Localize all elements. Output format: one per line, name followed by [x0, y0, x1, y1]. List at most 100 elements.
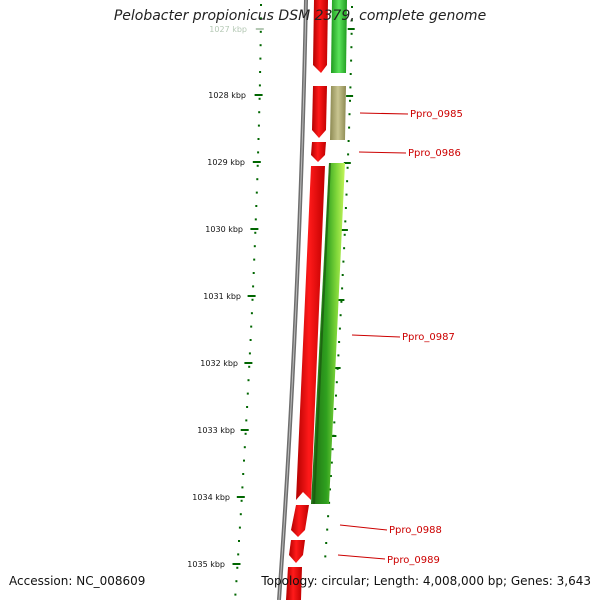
feature-track-major-tick	[346, 95, 354, 97]
ruler-major-tick	[252, 161, 261, 163]
feature-track-major-tick	[333, 367, 341, 369]
genome-summary-text: Topology: circular; Length: 4,008,000 bp…	[261, 574, 591, 588]
gene-arrow[interactable]	[296, 166, 325, 500]
cds-track	[286, 0, 328, 600]
feature-track-tick	[349, 73, 352, 75]
ruler-label: 1031 kbp	[203, 292, 241, 301]
ruler-label: 1027 kbp	[209, 25, 247, 34]
gene-labels: Ppro_0985 Ppro_0986 Ppro_0987 Ppro_0988 …	[387, 109, 463, 566]
feature-track-tick	[337, 354, 340, 357]
ruler-minor-tick	[259, 57, 262, 60]
feature-track-tick	[338, 327, 341, 330]
ruler-minor-ticks	[234, 4, 262, 596]
leader-line	[351, 334, 401, 338]
gene-arrow[interactable]	[312, 86, 327, 138]
ruler-minor-tick	[255, 191, 258, 194]
ruler-minor-tick	[254, 231, 257, 234]
feature-track-tick	[348, 126, 351, 129]
feature-track-tick	[348, 113, 351, 116]
feature-block[interactable]	[311, 163, 345, 504]
gene-arrow[interactable]	[291, 505, 309, 537]
feature-track-major-tick	[340, 229, 348, 231]
feature-track-major-tick	[329, 435, 337, 437]
feature-track-tick	[349, 86, 352, 89]
gene-arrow[interactable]	[289, 540, 305, 563]
ruler-minor-tick	[259, 44, 262, 47]
feature-track-tick	[346, 180, 349, 183]
leader-line	[359, 112, 409, 115]
ruler-minor-tick	[257, 124, 260, 127]
ruler-minor-tick	[248, 352, 251, 355]
feature-track-tick	[325, 542, 328, 544]
gene-label[interactable]: Ppro_0988	[389, 525, 442, 536]
gene-label[interactable]: Ppro_0985	[410, 109, 463, 120]
feature-track-tick	[350, 46, 353, 49]
ruler-minor-tick	[245, 419, 248, 422]
ruler-minor-tick	[238, 526, 241, 529]
feature-block[interactable]	[330, 86, 346, 140]
ruler-minor-tick	[242, 473, 245, 475]
ruler-label: 1030 kbp	[205, 225, 243, 234]
feature-track	[311, 0, 347, 504]
ruler-minor-tick	[243, 459, 245, 462]
leader-line	[339, 524, 388, 531]
ruler-label: 1032 kbp	[200, 359, 238, 368]
ruler-label: 1034 kbp	[192, 493, 230, 502]
ruler-major-tick	[250, 228, 259, 230]
gene-arrow[interactable]	[311, 142, 326, 162]
ruler-minor-tick	[257, 138, 260, 140]
ruler-labels: 1027 kbp 1028 kbp 1029 kbp 1030 kbp 1031…	[187, 25, 247, 569]
leader-line	[337, 554, 386, 560]
ruler-major-tick	[247, 295, 256, 297]
ruler-minor-tick	[258, 84, 261, 87]
ruler-label: 1035 kbp	[187, 560, 225, 569]
gene-label[interactable]: Ppro_0989	[387, 555, 440, 566]
ruler-minor-tick	[243, 446, 246, 449]
ruler-minor-tick	[258, 111, 261, 114]
feature-track-tick	[343, 247, 346, 250]
ruler-minor-tick	[256, 164, 259, 167]
ruler-minor-tick	[259, 30, 262, 33]
gene-arrow[interactable]	[286, 567, 302, 600]
feature-track-tick	[334, 408, 337, 410]
gene-label[interactable]: Ppro_0987	[402, 332, 455, 343]
ruler-major-tick	[240, 429, 249, 431]
ruler-minor-tick	[255, 205, 258, 207]
ruler-label: 1029 kbp	[207, 158, 245, 167]
feature-track-tick	[329, 488, 331, 491]
ruler-minor-tick	[250, 312, 253, 315]
gene-label[interactable]: Ppro_0986	[408, 148, 461, 159]
feature-block[interactable]	[331, 0, 347, 73]
genome-backbone-highlight	[278, 0, 307, 600]
ruler-major-tick	[244, 362, 253, 364]
ruler-minor-tick	[240, 499, 243, 502]
ruler-minor-tick	[248, 365, 251, 368]
feature-track-tick	[331, 448, 334, 451]
feature-track-tick	[350, 59, 353, 62]
feature-track-major-tick	[347, 28, 355, 30]
feature-track-tick	[328, 501, 331, 504]
page-title: Pelobacter propionicus DSM 2379, complet…	[113, 8, 487, 24]
feature-track-ticks	[324, 6, 355, 558]
feature-track-tick	[350, 32, 353, 35]
feature-track-tick	[344, 207, 347, 209]
ruler-minor-tick	[241, 486, 244, 489]
ruler-minor-tick	[238, 540, 240, 542]
leader-line	[358, 151, 407, 154]
feature-track-tick	[343, 233, 346, 236]
ruler-minor-tick	[251, 298, 254, 301]
feature-track-tick	[326, 528, 329, 531]
feature-track-tick	[330, 461, 333, 464]
ruler-minor-tick	[253, 258, 256, 261]
ruler-major-tick	[255, 28, 264, 30]
feature-track-major-tick	[337, 299, 345, 301]
accession-text: Accession: NC_008609	[9, 574, 146, 588]
ruler-minor-tick	[253, 245, 256, 248]
feature-track-tick	[333, 421, 336, 424]
feature-track-tick	[342, 260, 345, 263]
feature-track-tick	[350, 19, 353, 22]
ruler-minor-tick	[258, 97, 261, 100]
ruler-minor-tick	[249, 339, 252, 341]
gene-arrow[interactable]	[313, 0, 328, 73]
